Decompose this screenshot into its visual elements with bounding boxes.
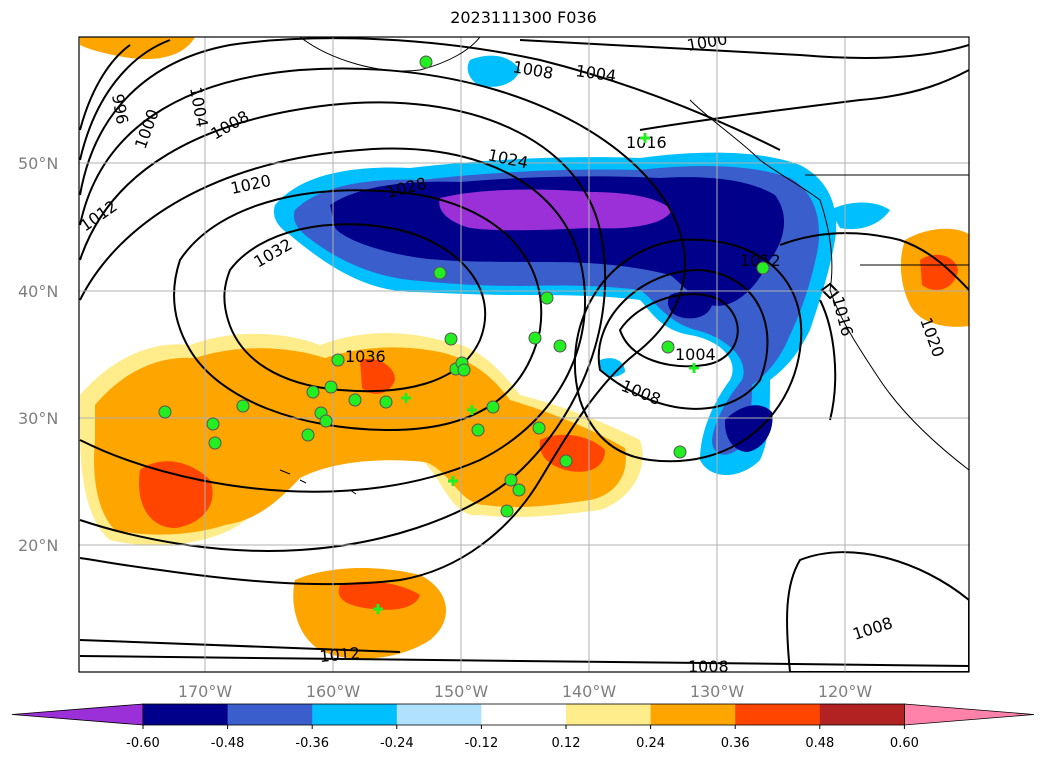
station-dot <box>673 445 687 459</box>
graticule <box>79 37 969 672</box>
station-dot <box>433 266 447 280</box>
colorbar <box>11 703 1035 726</box>
station-dot <box>319 414 333 428</box>
contour-label: 1012 <box>740 251 781 270</box>
lon-label: 160°W <box>306 682 361 701</box>
lon-label: 120°W <box>818 682 873 701</box>
station-dot <box>348 393 362 407</box>
lat-label: 20°N <box>18 536 58 555</box>
station-dot <box>324 380 338 394</box>
station-dot <box>301 428 315 442</box>
lon-label: 150°W <box>434 682 489 701</box>
colorbar-tick-label: -0.48 <box>211 736 245 751</box>
contour-label: 1012 <box>319 644 361 666</box>
colorbar-tick-label: -0.36 <box>295 736 329 751</box>
colorbar-segment <box>396 704 482 725</box>
station-plus <box>448 476 458 486</box>
station-dot <box>306 385 320 399</box>
station-dot <box>236 399 250 413</box>
station-plus <box>401 393 411 403</box>
colorbar-segment <box>566 704 652 725</box>
longitude-labels: 170°W 160°W 150°W 140°W 130°W 120°W <box>178 682 873 701</box>
colorbar-segment <box>735 704 821 725</box>
station-dot <box>661 340 675 354</box>
contour-label: 1036 <box>345 347 386 366</box>
station-dot <box>471 423 485 437</box>
station-dot <box>158 405 172 419</box>
station-dot <box>208 436 222 450</box>
colorbar-tick-label: 0.12 <box>552 736 581 751</box>
contour-label: 1004 <box>675 345 716 364</box>
lon-label: 140°W <box>562 682 617 701</box>
station-dot <box>486 400 500 414</box>
station-dot <box>206 417 220 431</box>
colorbar-tick-label: 0.36 <box>721 736 750 751</box>
colorbar-segment <box>312 704 398 725</box>
lon-label: 130°W <box>690 682 745 701</box>
isobar-contours <box>79 37 969 672</box>
station-dot <box>504 473 518 487</box>
coastlines <box>279 37 969 495</box>
colorbar-extend-low <box>11 703 144 726</box>
station-dot <box>331 353 345 367</box>
colorbar-ticks: -0.60 -0.48 -0.36 -0.24 -0.12 0.12 0.24 0.36 0.4… <box>126 725 919 751</box>
station-dot <box>559 454 573 468</box>
map-fields: 1000 1004 1008 1016 1024 1028 1032 1020 … <box>79 37 969 676</box>
lat-label: 30°N <box>18 409 58 428</box>
map-frame <box>78 36 970 673</box>
station-dot <box>379 395 393 409</box>
colorbar-extend-high <box>904 703 1035 726</box>
colorbar-outline <box>142 703 905 726</box>
station-dot <box>500 504 514 518</box>
colorbar-segment <box>819 704 905 725</box>
station-plus-markers <box>373 133 699 614</box>
map-title: 2023111300 F036 <box>450 8 597 27</box>
station-dot <box>457 363 471 377</box>
lon-label: 170°W <box>178 682 233 701</box>
positive-anomaly-regions <box>80 37 969 659</box>
colorbar-tick-label: -0.24 <box>380 736 414 751</box>
colorbar-segment <box>650 704 736 725</box>
station-markers <box>158 55 770 518</box>
colorbar-segment <box>227 704 313 725</box>
station-plus <box>467 405 477 415</box>
station-dot <box>553 339 567 353</box>
station-dot <box>532 421 546 435</box>
colorbar-tick-label: 0.24 <box>636 736 665 751</box>
lat-label: 40°N <box>18 282 58 301</box>
station-plus <box>689 363 699 373</box>
station-dot <box>444 332 458 346</box>
colorbar-segment <box>143 704 229 725</box>
lat-label: 50°N <box>18 154 58 173</box>
latitude-labels: 50°N 40°N 30°N 20°N <box>18 154 58 555</box>
station-dot <box>512 483 526 497</box>
station-dot <box>419 55 433 69</box>
station-dot <box>540 291 554 305</box>
colorbar-tick-label: 0.60 <box>890 736 919 751</box>
station-plus <box>373 604 383 614</box>
colorbar-tick-label: 0.48 <box>805 736 834 751</box>
colorbar-tick-label: -0.60 <box>126 736 160 751</box>
contour-label: 1008 <box>688 657 729 676</box>
station-dot <box>756 261 770 275</box>
colorbar-segment <box>481 704 567 725</box>
station-dot <box>528 331 542 345</box>
station-plus <box>640 133 650 143</box>
colorbar-tick-label: -0.12 <box>465 736 499 751</box>
